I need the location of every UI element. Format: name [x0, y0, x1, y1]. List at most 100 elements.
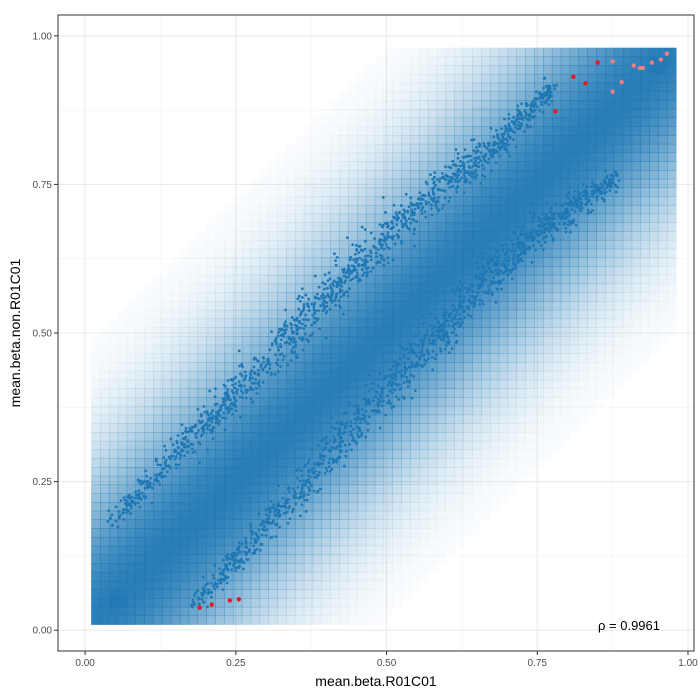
density-tile [348, 598, 358, 608]
density-tile [277, 414, 287, 424]
density-tile [383, 292, 393, 302]
density-tile [108, 563, 119, 573]
density-tile [215, 484, 225, 494]
density-tile [330, 239, 340, 250]
density-tile [667, 169, 677, 180]
density-tile [365, 301, 376, 311]
density-tile [498, 169, 509, 180]
density-tile [551, 370, 562, 381]
density-tile [179, 397, 190, 407]
data-point [465, 154, 469, 158]
density-tile [667, 56, 677, 66]
density-tile [427, 458, 438, 468]
density-tile [339, 501, 349, 512]
data-point [362, 397, 366, 401]
density-tile [605, 196, 615, 206]
density-tile [215, 283, 225, 293]
density-tile [401, 196, 411, 206]
density-tile [268, 432, 278, 442]
data-point [312, 303, 316, 307]
data-point [114, 519, 118, 523]
density-tile [188, 475, 199, 486]
density-tile [418, 65, 429, 75]
density-tile [179, 501, 190, 512]
density-tile [463, 274, 473, 285]
density-tile [277, 257, 287, 267]
data-point [540, 103, 543, 107]
density-tile [436, 370, 447, 381]
density-tile [489, 414, 500, 424]
density-tile [498, 65, 509, 75]
density-tile [303, 204, 314, 215]
density-tile [303, 501, 314, 512]
density-tile [410, 274, 420, 285]
density-tile [215, 362, 225, 372]
density-tile [534, 301, 544, 311]
density-tile [489, 204, 500, 215]
data-point [299, 299, 302, 303]
density-tile [127, 301, 136, 310]
data-point [449, 166, 453, 170]
data-point [538, 220, 542, 223]
density-tile [268, 519, 278, 529]
data-point [257, 384, 261, 388]
data-point [424, 180, 428, 184]
density-tile [179, 528, 190, 538]
data-point [486, 161, 490, 165]
density-tile [454, 178, 464, 189]
density-tile [250, 580, 261, 590]
data-point [429, 207, 433, 211]
density-tile [640, 47, 650, 58]
density-tile [224, 222, 233, 231]
density-tile [507, 432, 518, 442]
data-point [125, 501, 129, 505]
data-point [174, 463, 178, 467]
data-point [208, 428, 212, 432]
density-tile [480, 91, 491, 101]
density-tile [578, 301, 588, 311]
density-tile [525, 283, 535, 293]
density-tile [170, 344, 181, 355]
density-tile [534, 423, 544, 433]
density-tile [463, 213, 473, 224]
density-tile [392, 423, 402, 433]
density-tile [126, 528, 137, 538]
density-tile [232, 580, 243, 590]
density-tile [419, 563, 428, 572]
data-point [127, 509, 130, 513]
density-tile [286, 493, 296, 503]
density-tile [445, 292, 456, 302]
density-tile [658, 161, 668, 171]
data-point [564, 230, 568, 234]
density-tile [418, 423, 429, 433]
data-point [481, 266, 485, 270]
density-tile [162, 370, 172, 381]
density-tile [622, 344, 633, 355]
density-tile [250, 606, 261, 617]
density-tile [303, 414, 314, 424]
density-tile [250, 309, 261, 320]
density-tile [268, 589, 278, 599]
density-tile [631, 82, 642, 92]
density-tile [578, 379, 588, 389]
data-point [329, 296, 333, 299]
density-tile [144, 589, 154, 599]
density-tile [277, 266, 287, 276]
density-tile [401, 248, 411, 258]
data-point [332, 284, 336, 288]
density-tile [188, 292, 199, 302]
data-point [282, 328, 286, 332]
data-point [226, 387, 229, 391]
data-point [279, 334, 283, 337]
data-point [541, 92, 545, 96]
density-tile [277, 213, 287, 224]
density-tile [560, 397, 571, 407]
density-tile [490, 484, 499, 493]
density-tile [427, 82, 438, 92]
density-tile [667, 239, 677, 250]
density-tile [480, 301, 491, 311]
density-tile [463, 65, 473, 75]
density-tile [551, 292, 562, 302]
density-tile [153, 423, 163, 433]
density-tile [286, 213, 296, 224]
